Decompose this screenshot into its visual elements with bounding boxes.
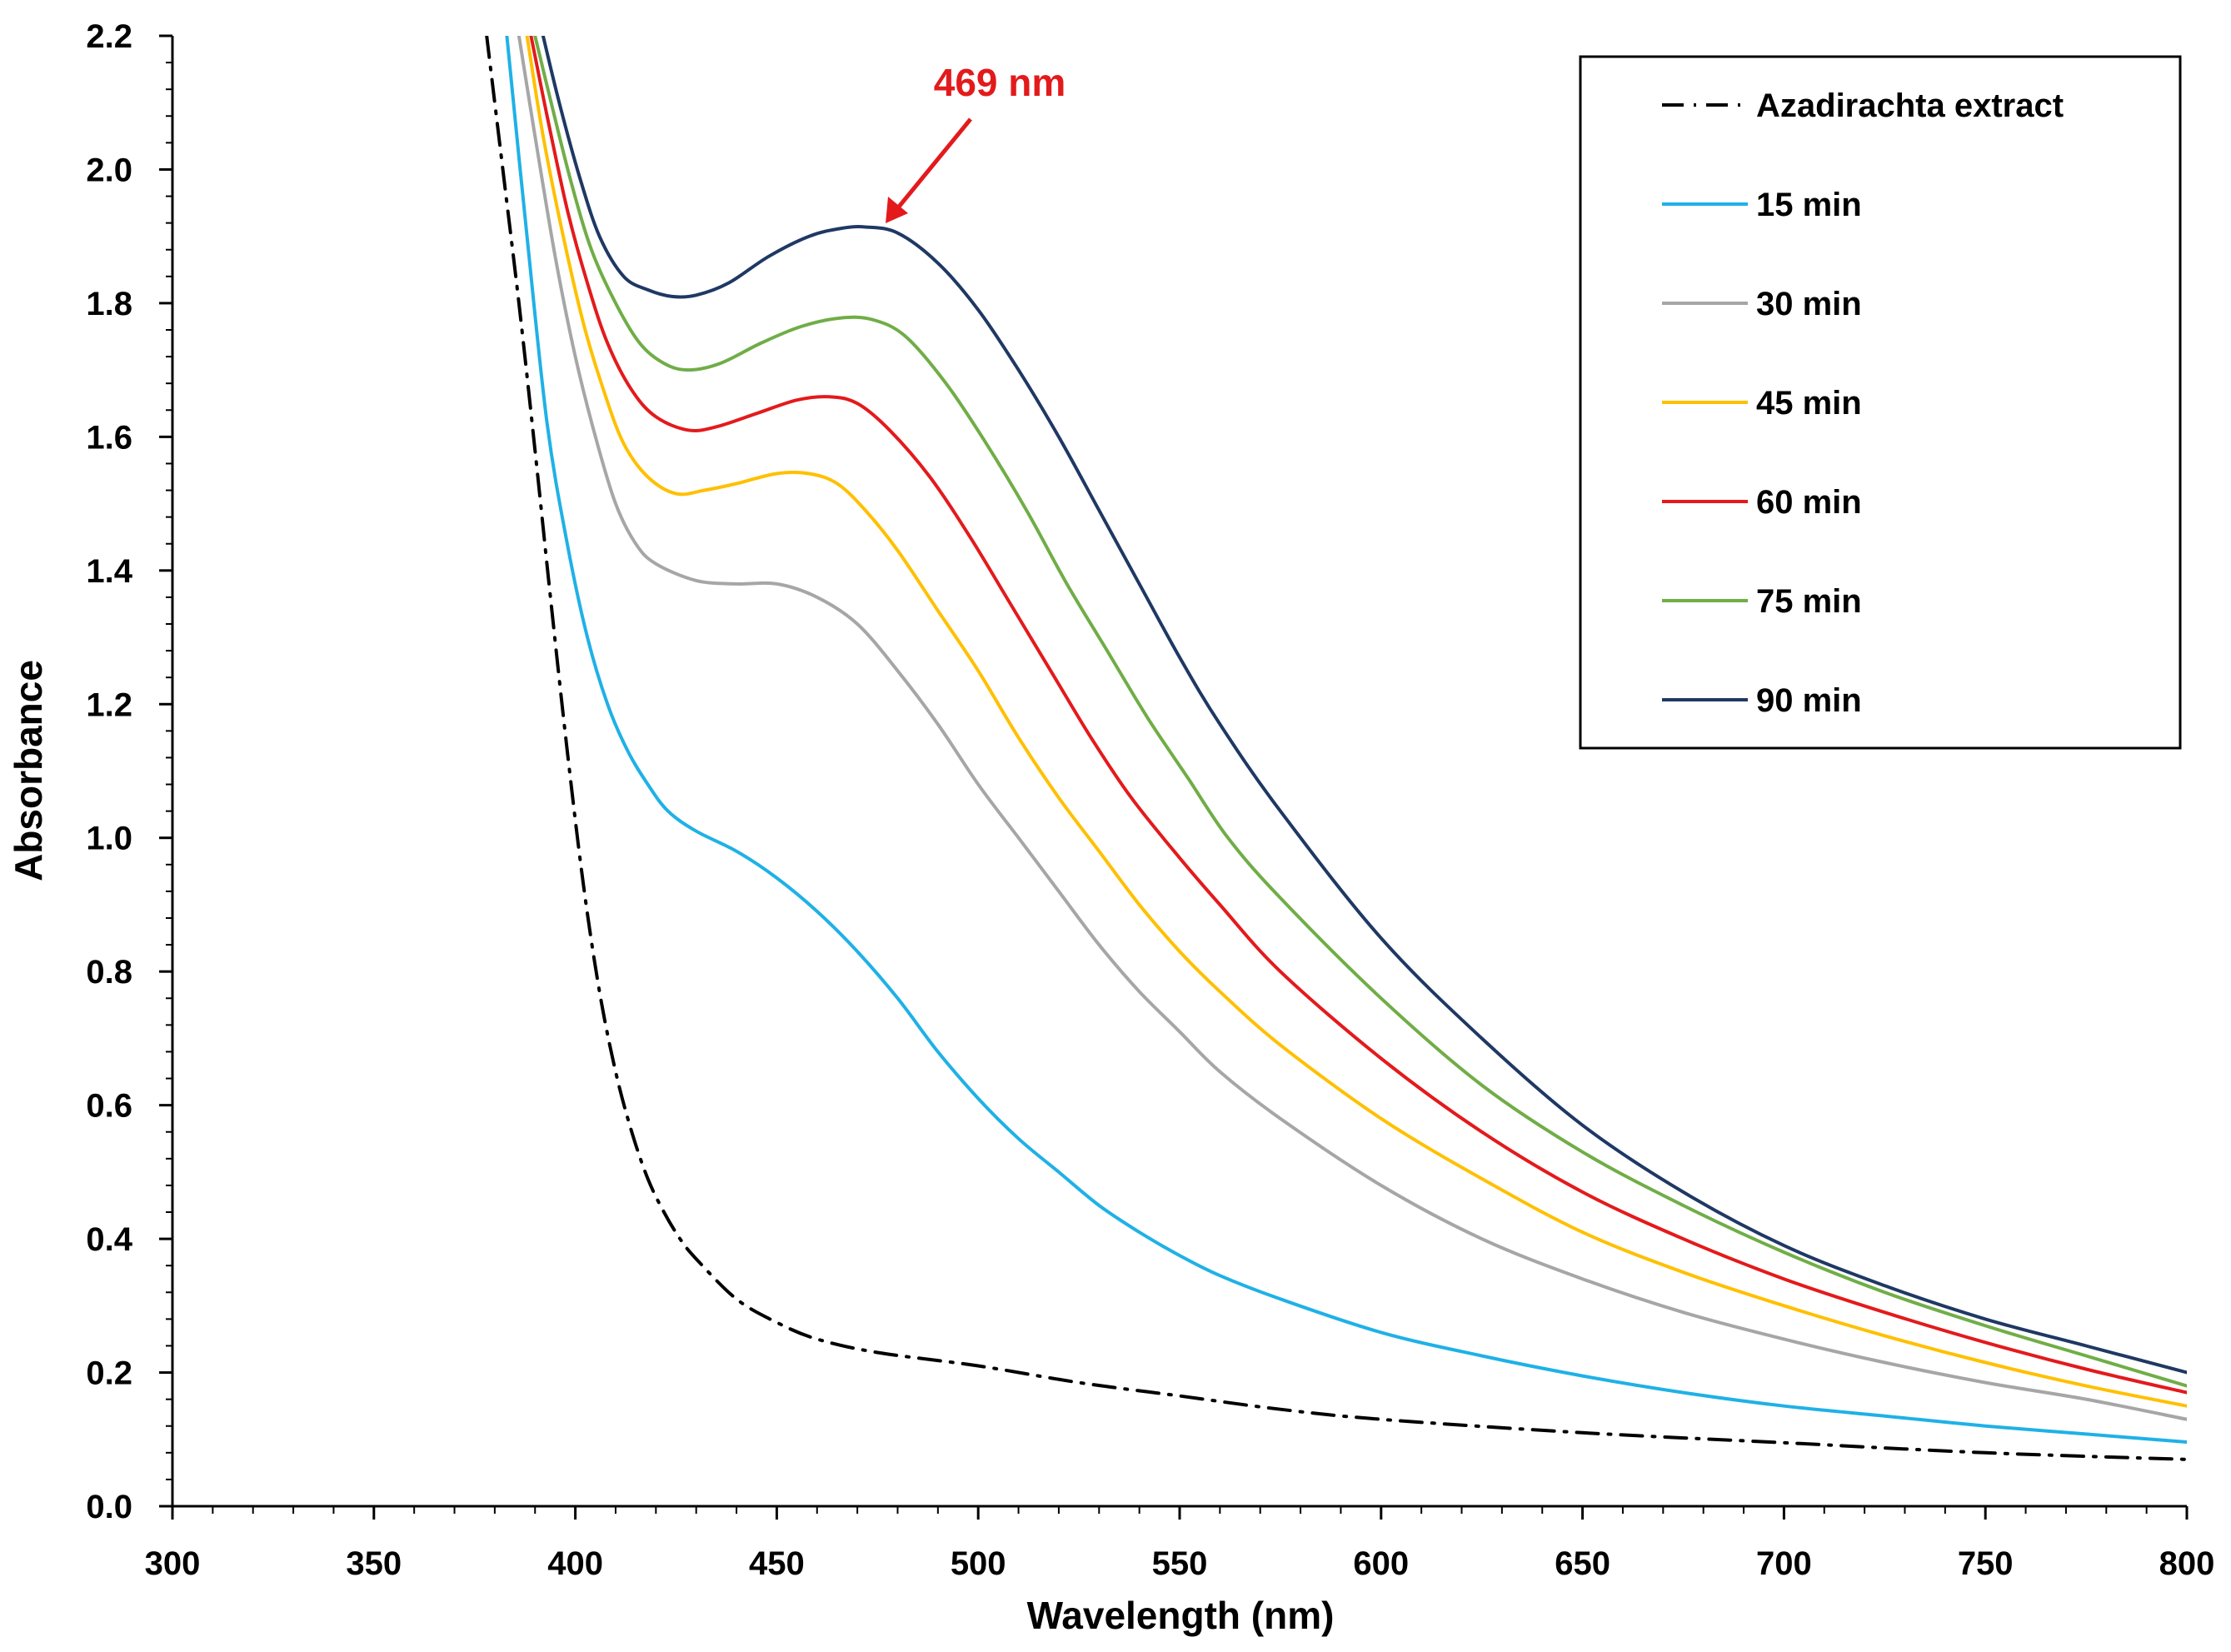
x-tick-label: 700	[1756, 1545, 1812, 1582]
legend-item: 15 min	[1662, 187, 1862, 223]
y-tick-label: 1.4	[86, 553, 132, 590]
y-tick-label: 0.4	[86, 1221, 132, 1258]
y-tick-label: 0.6	[86, 1088, 132, 1125]
series-line-30-min	[517, 36, 2187, 1421]
legend-item: Azadirachta extract	[1662, 87, 2064, 124]
y-axis-title: Absorbance	[7, 660, 50, 881]
x-axis-ticks: 300 350 400 450 500 550 600 650 700 750 800	[145, 1506, 2215, 1582]
legend-item: 45 min	[1662, 385, 1862, 422]
peak-annotation-arrowhead	[886, 197, 908, 223]
y-tick-label: 0.2	[86, 1355, 132, 1392]
legend-label: 75 min	[1756, 583, 1862, 620]
x-tick-label: 400	[547, 1545, 603, 1582]
legend-label: Azadirachta extract	[1756, 87, 2064, 124]
x-tick-label: 600	[1353, 1545, 1409, 1582]
peak-annotation-label: 469 nm	[934, 61, 1066, 104]
legend-item: 60 min	[1662, 484, 1862, 521]
x-tick-label: 500	[951, 1545, 1006, 1582]
y-tick-label: 2.2	[86, 18, 132, 55]
legend-label: 60 min	[1756, 484, 1862, 521]
y-tick-label: 1.0	[86, 821, 132, 857]
y-tick-label: 1.6	[86, 419, 132, 456]
x-tick-label: 800	[2159, 1545, 2215, 1582]
x-tick-label: 450	[749, 1545, 805, 1582]
series-line-45-min	[525, 36, 2187, 1408]
legend-label: 15 min	[1756, 187, 1862, 223]
legend-label: 90 min	[1756, 682, 1862, 719]
y-tick-label: 0.8	[86, 954, 132, 991]
y-tick-label: 1.2	[86, 686, 132, 723]
series-line-15-min	[505, 36, 2187, 1444]
y-tick-label: 0.0	[86, 1489, 132, 1525]
x-tick-label: 650	[1555, 1545, 1610, 1582]
legend-item: 90 min	[1662, 682, 1862, 719]
series-line-60-min	[529, 36, 2187, 1395]
series-layer	[485, 36, 2187, 1461]
legend: Azadirachta extract 15 min 30 min 45 min 60 …	[1579, 55, 2182, 750]
x-tick-label: 350	[346, 1545, 402, 1582]
x-tick-label: 300	[145, 1545, 201, 1582]
series-line-75-min	[533, 36, 2187, 1388]
series-line-azadirachta-extract	[485, 36, 2187, 1461]
x-tick-label: 750	[1958, 1545, 2014, 1582]
y-tick-label: 1.8	[86, 286, 132, 322]
y-axis-ticks: 0.0 0.2 0.4 0.6 0.8 1.0 1.2 1.4 1.6 1.8 2.0 2.2	[86, 18, 172, 1525]
peak-annotation-arrow	[894, 117, 972, 212]
x-tick-label: 550	[1152, 1545, 1208, 1582]
y-tick-label: 2.0	[86, 152, 132, 188]
legend-item: 30 min	[1662, 286, 1862, 322]
x-axis-title: Wavelength (nm)	[1027, 1594, 1335, 1637]
legend-label: 45 min	[1756, 385, 1862, 422]
peak-annotation: 469 nm	[886, 61, 1066, 223]
legend-label: 30 min	[1756, 286, 1862, 322]
series-line-90-min	[541, 36, 2187, 1375]
legend-item: 75 min	[1662, 583, 1862, 620]
